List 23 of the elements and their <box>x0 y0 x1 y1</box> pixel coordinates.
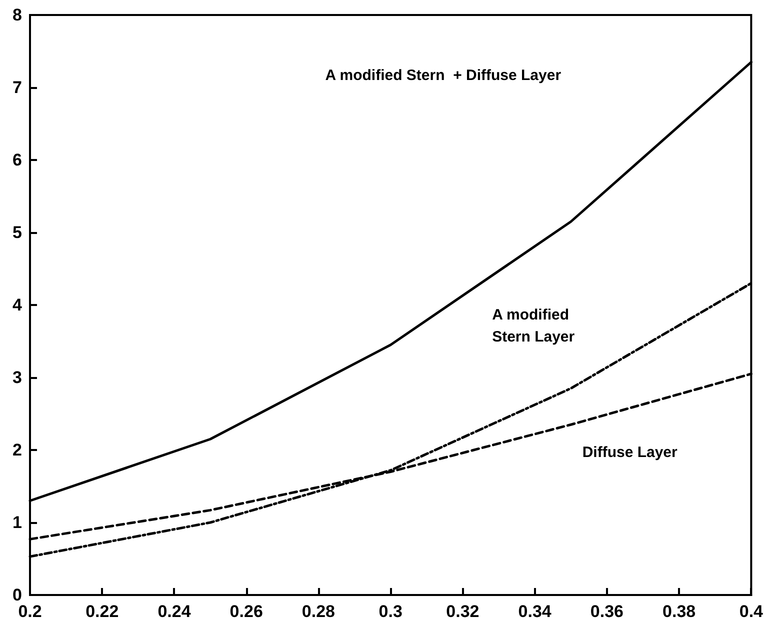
x-tick-label: 0.22 <box>86 602 119 620</box>
x-tick-label: 0.28 <box>302 602 336 620</box>
y-tick-label: 5 <box>12 223 22 242</box>
x-tick-label: 0.3 <box>378 602 402 620</box>
x-tick-label: 0.38 <box>662 602 696 620</box>
x-tick-label: 0.32 <box>446 602 480 620</box>
x-tick-label: 0.36 <box>590 602 624 620</box>
annotation: A modified Stern + Diffuse Layer <box>325 66 562 84</box>
x-tick-label: 0.34 <box>518 602 552 620</box>
y-tick-label: 7 <box>12 78 22 97</box>
x-tick-label: 0.24 <box>158 602 192 620</box>
y-tick-label: 3 <box>12 368 22 387</box>
x-tick-label: 0.26 <box>230 602 263 620</box>
y-tick-label: 8 <box>12 6 22 24</box>
y-tick-label: 6 <box>12 150 22 170</box>
x-tick-label: 0.4 <box>739 602 764 620</box>
annotation: A modified Stern Layer <box>492 306 575 346</box>
y-tick-label: 0 <box>12 586 22 604</box>
y-tick-label: 1 <box>12 513 22 532</box>
annotation: Diffuse Layer <box>582 444 678 462</box>
y-tick-label: 4 <box>12 296 23 314</box>
x-tick-label: 0.2 <box>18 602 42 620</box>
y-tick-label: 2 <box>12 440 22 460</box>
